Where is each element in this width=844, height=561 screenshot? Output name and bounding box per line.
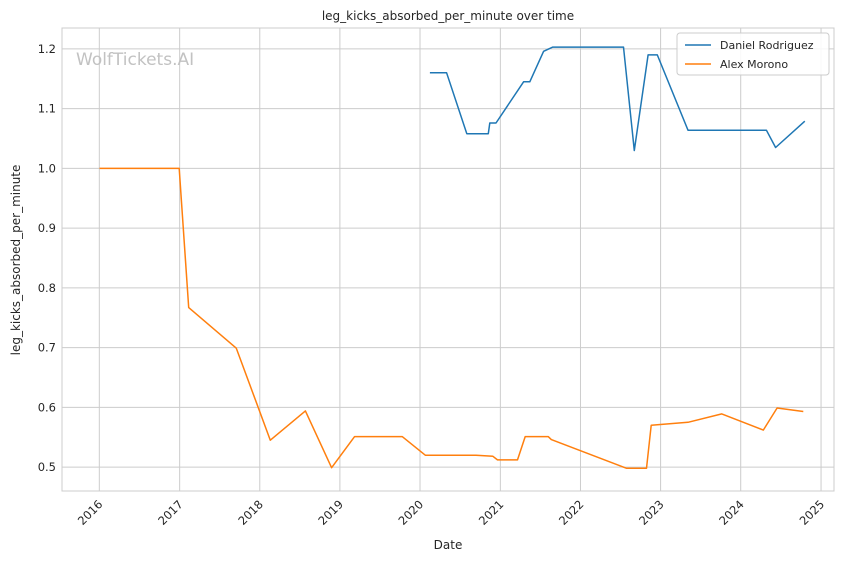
- x-tick-label-2019: 2019: [315, 497, 346, 528]
- x-tick-label-2022: 2022: [556, 497, 587, 528]
- x-axis-label: Date: [434, 538, 463, 552]
- legend-label-daniel-rodriguez: Daniel Rodriguez: [720, 39, 814, 52]
- x-tick-label-2020: 2020: [396, 497, 427, 528]
- y-tick-labels: 0.5 0.6 0.7 0.8 0.9 1.0 1.1 1.2: [38, 42, 56, 474]
- series-layer: [99, 46, 806, 470]
- y-tick-label-1-2: 1.2: [38, 42, 56, 56]
- legend-box: [676, 32, 830, 76]
- x-tick-label-2016: 2016: [75, 497, 106, 528]
- x-tick-label-2021: 2021: [476, 497, 507, 528]
- chart-title: leg_kicks_absorbed_per_minute over time: [322, 9, 574, 23]
- y-tick-label-1-0: 1.0: [38, 161, 56, 175]
- y-tick-label-0-7: 0.7: [38, 341, 56, 355]
- series-line-alex-morono: [99, 167, 804, 470]
- series-line-daniel-rodriguez: [429, 46, 806, 152]
- y-axis-label: leg_kicks_absorbed_per_minute: [9, 165, 23, 356]
- y-tick-label-1-1: 1.1: [38, 102, 56, 116]
- y-tick-label-0-6: 0.6: [38, 400, 56, 414]
- y-tick-label-0-5: 0.5: [38, 460, 56, 474]
- watermark: WolfTickets.AI: [76, 50, 194, 70]
- x-tick-label-2017: 2017: [155, 497, 186, 528]
- x-tick-label-2018: 2018: [235, 497, 266, 528]
- x-tick-label-2023: 2023: [636, 497, 667, 528]
- y-tick-label-0-8: 0.8: [38, 281, 56, 295]
- x-tick-label-2025: 2025: [797, 497, 828, 528]
- gridlines: [62, 28, 834, 491]
- x-tick-labels: 2016 2017 2018 2019 2020 2021 2022 2023 2024 2025: [75, 497, 827, 528]
- y-tick-label-0-9: 0.9: [38, 221, 56, 235]
- plot-area-frame: [61, 27, 835, 492]
- legend: Daniel Rodriguez Alex Morono: [676, 32, 830, 76]
- legend-label-alex-morono: Alex Morono: [720, 58, 788, 71]
- x-tick-label-2024: 2024: [716, 497, 747, 528]
